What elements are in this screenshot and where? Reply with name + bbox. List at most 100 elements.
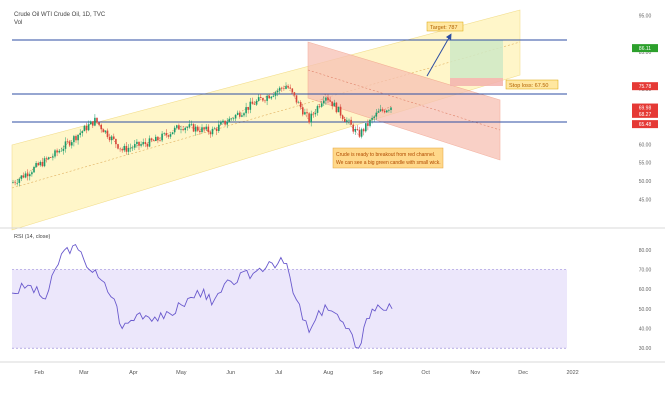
candle-body — [289, 87, 291, 89]
candle-body — [58, 150, 60, 153]
uptrend-midline — [11, 41, 521, 189]
price-badge-label: 69.98 — [639, 106, 652, 112]
candle-body — [362, 129, 365, 132]
candle-body — [388, 109, 390, 111]
candle-body — [365, 123, 367, 132]
target-zone — [450, 40, 503, 78]
time-tick-label: Feb — [34, 370, 43, 376]
time-tick-label: Sep — [373, 370, 383, 376]
candle-body — [320, 103, 323, 107]
price-tick-label: 45.00 — [639, 198, 652, 204]
candle-body — [299, 102, 302, 108]
candle-body — [140, 144, 142, 146]
candle-body — [52, 156, 54, 158]
horizontal-levels — [12, 39, 567, 123]
candle-body — [306, 112, 308, 114]
candle-body — [169, 134, 172, 137]
volume-label: Vol — [14, 20, 23, 26]
candle-body — [310, 113, 312, 123]
candle-body — [197, 126, 199, 131]
candle-body — [148, 138, 151, 147]
candle-body — [119, 148, 121, 150]
candle-body — [218, 124, 220, 131]
price-tick-label: 85.00 — [639, 50, 652, 56]
price-tick-label: 60.00 — [639, 142, 652, 148]
price-tick-label: 55.00 — [639, 161, 652, 167]
candle-body — [199, 130, 201, 133]
candle-body — [245, 107, 247, 114]
candle-body — [308, 113, 310, 123]
candle-body — [203, 127, 205, 130]
candle-body — [106, 130, 109, 138]
candle-body — [146, 143, 149, 147]
downtrend-channel — [307, 41, 501, 161]
candle-body — [228, 118, 231, 123]
candle-body — [239, 112, 241, 117]
candle-body — [81, 131, 84, 134]
candle-body — [358, 129, 361, 137]
candle-body — [377, 111, 380, 113]
candle-body — [108, 137, 111, 141]
candle-body — [142, 142, 144, 145]
candle-body — [354, 129, 357, 132]
candle-body — [390, 107, 392, 110]
price-badge — [632, 44, 658, 53]
candle-body — [335, 102, 338, 113]
candle-body — [295, 95, 298, 103]
candle-body — [131, 147, 134, 149]
candle-body — [43, 158, 46, 167]
candle-body — [341, 115, 344, 119]
time-tick-label: Dec — [518, 370, 528, 376]
candle-body — [213, 128, 216, 130]
candle-body — [360, 129, 363, 137]
candle-body — [337, 106, 340, 113]
candle-body — [369, 119, 371, 126]
candle-body — [113, 136, 115, 139]
candle-body — [68, 141, 71, 146]
candle-body — [136, 141, 138, 145]
candle-body — [14, 182, 16, 184]
candle-body — [83, 125, 86, 132]
stop-loss-box — [505, 79, 559, 90]
candle-body — [264, 100, 266, 102]
candle-body — [327, 97, 329, 101]
candle-body — [312, 113, 315, 115]
candle-body — [260, 97, 262, 99]
candle-body — [33, 166, 35, 173]
candle-body — [94, 117, 96, 126]
candle-body — [96, 117, 98, 123]
candle-body — [176, 125, 178, 128]
candle-body — [115, 138, 117, 145]
candle-body — [383, 110, 386, 113]
candle-body — [127, 148, 130, 152]
candle-body — [348, 119, 350, 121]
rsi-tick-label: 60.00 — [639, 287, 652, 293]
candle-body — [207, 126, 210, 133]
candle-body — [134, 144, 136, 148]
candle-body — [188, 124, 191, 128]
candle-body — [157, 136, 159, 141]
candle-body — [304, 112, 306, 115]
candle-body — [77, 134, 79, 141]
candle-body — [167, 135, 170, 137]
rsi-label: RSI (14, close) — [14, 234, 51, 240]
candle-body — [222, 120, 224, 123]
candle-body — [297, 102, 300, 103]
candle-body — [125, 145, 128, 152]
candle-body — [155, 136, 157, 141]
time-tick-label: Apr — [129, 370, 138, 376]
candle-body — [138, 141, 140, 146]
candle-body — [150, 138, 153, 141]
candle-body — [241, 115, 243, 117]
symbol-title: Crude Oil WTI Crude Oil, 1D, TVC — [14, 12, 106, 18]
candle-body — [50, 157, 52, 158]
candle-body — [37, 163, 39, 166]
note-line-2: We can see a big green candle with small… — [336, 160, 441, 166]
price-badge — [632, 103, 658, 112]
candles — [12, 82, 392, 187]
price-badge — [632, 82, 658, 91]
candle-body — [367, 123, 369, 126]
candle-body — [104, 130, 107, 133]
